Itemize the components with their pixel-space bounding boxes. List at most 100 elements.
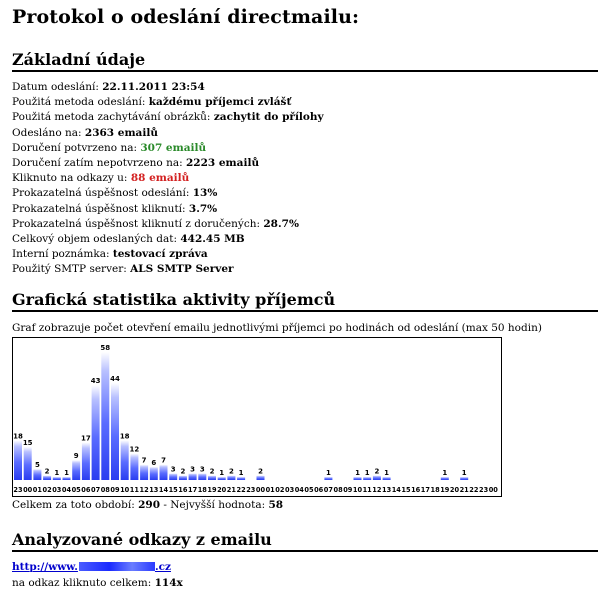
- chart-data-label: 3: [190, 465, 195, 473]
- info-row-label: Doručení potvrzeno na:: [12, 141, 138, 154]
- chart-bar: [208, 475, 216, 480]
- chart-tick-label: 07: [324, 486, 334, 494]
- chart-bar: [256, 475, 265, 480]
- chart-data-label: 2: [374, 468, 379, 476]
- chart-tick-label: 03: [52, 486, 62, 494]
- chart-tick-label: 06: [81, 486, 91, 494]
- chart-data-label: 15: [23, 439, 33, 447]
- info-row: Doručení zatím nepotvrzeno na: 2223 emai…: [12, 156, 598, 171]
- chart-bar: [198, 473, 207, 480]
- chart-bar: [217, 477, 226, 480]
- chart-data-label: 1: [442, 469, 447, 477]
- chart-data-label: 1: [365, 469, 370, 477]
- chart-tick-label: 00: [256, 486, 266, 494]
- info-row: Celkový objem odeslaných dat: 442.45 MB: [12, 232, 598, 247]
- chart-data-label: 7: [142, 457, 147, 465]
- chart-bar: [23, 446, 32, 480]
- chart-tick-label: 11: [363, 486, 373, 494]
- info-row-value: 13%: [192, 187, 218, 200]
- chart-tick-label: 02: [43, 486, 53, 494]
- chart-data-label: 3: [200, 465, 205, 473]
- chart-tick-label: 01: [266, 486, 276, 494]
- link-clicks: na odkaz kliknuto celkem: 114x: [12, 577, 183, 589]
- chart-bar: [169, 473, 178, 480]
- chart-tick-label: 21: [227, 486, 237, 494]
- chart-data-label: 18: [120, 432, 130, 440]
- chart-data-label: 44: [110, 375, 120, 383]
- chart-tick-label: 23: [246, 486, 256, 494]
- chart-tick-label: 17: [421, 486, 431, 494]
- redacted-domain: [78, 562, 155, 571]
- chart-data-label: 6: [151, 459, 156, 467]
- chart-tick-label: 15: [401, 486, 411, 494]
- info-row-value: testovací zpráva: [112, 248, 208, 261]
- analyzed-link[interactable]: http://www. .cz: [12, 561, 171, 573]
- info-row-value: 2223 emailů: [186, 157, 260, 170]
- chart-bar: [363, 477, 372, 480]
- info-row: Použitá metoda zachytávání obrázků: zach…: [12, 110, 598, 125]
- chart-bar: [130, 453, 139, 480]
- chart-tick-label: 20: [217, 486, 227, 494]
- link-url-prefix: http://www.: [12, 561, 78, 573]
- info-row-label: Kliknuto na odkazy u:: [12, 172, 128, 185]
- chart-bar: [324, 477, 333, 480]
- chart-bar: [159, 464, 168, 480]
- chart-tick-label: 13: [149, 486, 159, 494]
- chart-data-label: 2: [210, 468, 215, 476]
- page-title: Protokol o odeslání directmailu:: [12, 6, 360, 28]
- chart-data-label: 7: [161, 457, 166, 465]
- link-clicks-label: na odkaz kliknuto celkem:: [12, 577, 152, 589]
- chart-tick-label: 17: [188, 486, 198, 494]
- info-row-label: Doručení zatím nepotvrzeno na:: [12, 157, 183, 170]
- chart-bar: [101, 352, 110, 480]
- chart-bar: [440, 477, 449, 480]
- chart-tick-label: 20: [450, 486, 460, 494]
- chart-tick-label: 01: [33, 486, 43, 494]
- section-heading-graph: Grafická statistika aktivity příjemců: [12, 290, 598, 312]
- chart-data-label: 2: [229, 468, 234, 476]
- chart-tick-label: 14: [392, 486, 402, 494]
- chart-data-label: 1: [64, 469, 69, 477]
- section-heading-links: Analyzované odkazy z emailu: [12, 530, 598, 552]
- info-row: Doručení potvrzeno na: 307 emailů: [12, 141, 598, 156]
- chart-bar: [72, 460, 81, 480]
- chart-tick-label: 00: [489, 486, 499, 494]
- chart-bar: [91, 385, 100, 480]
- chart-bar: [111, 382, 119, 480]
- chart-data-label: 12: [130, 446, 140, 454]
- chart-bar: [140, 464, 149, 480]
- info-row-label: Odesláno na:: [12, 126, 82, 139]
- graph-description: Graf zobrazuje počet otevření emailu jed…: [12, 322, 542, 334]
- info-row-value: ALS SMTP Server: [130, 263, 234, 276]
- info-row-value: 3.7%: [188, 202, 218, 215]
- chart-data-label: 1: [384, 469, 389, 477]
- chart-tick-label: 11: [130, 486, 140, 494]
- info-row: Prokazatelná úspěšnost kliknutí z doruče…: [12, 217, 598, 232]
- link-clicks-value: 114x: [154, 577, 183, 589]
- chart-tick-label: 14: [159, 486, 169, 494]
- info-row-value: 88 emailů: [130, 172, 190, 185]
- chart-bar: [81, 442, 90, 480]
- chart-bar: [43, 475, 52, 480]
- chart-bar: [62, 477, 71, 480]
- chart-tick-label: 21: [460, 486, 470, 494]
- chart-tick-label: 12: [140, 486, 150, 494]
- chart-tick-label: 19: [440, 486, 450, 494]
- chart-tick-label: 04: [295, 486, 305, 494]
- chart-tick-label: 10: [353, 486, 363, 494]
- info-row: Prokazatelná úspěšnost kliknutí: 3.7%: [12, 202, 598, 217]
- chart-tick-label: 08: [334, 486, 344, 494]
- chart-bar: [382, 477, 391, 480]
- info-row: Interní poznámka: testovací zpráva: [12, 247, 598, 262]
- chart-bar: [120, 440, 129, 480]
- chart-tick-label: 05: [72, 486, 82, 494]
- summary-max-value: 58: [268, 499, 284, 511]
- chart-data-label: 18: [13, 432, 23, 440]
- chart-tick-label: 18: [431, 486, 441, 494]
- info-row-label: Použitý SMTP server:: [12, 263, 127, 276]
- chart-tick-label: 04: [62, 486, 72, 494]
- chart-data-label: 2: [180, 468, 185, 476]
- info-row-label: Použitá metoda odeslání:: [12, 96, 146, 109]
- chart-tick-label: 03: [285, 486, 295, 494]
- chart-tick-label: 06: [314, 486, 324, 494]
